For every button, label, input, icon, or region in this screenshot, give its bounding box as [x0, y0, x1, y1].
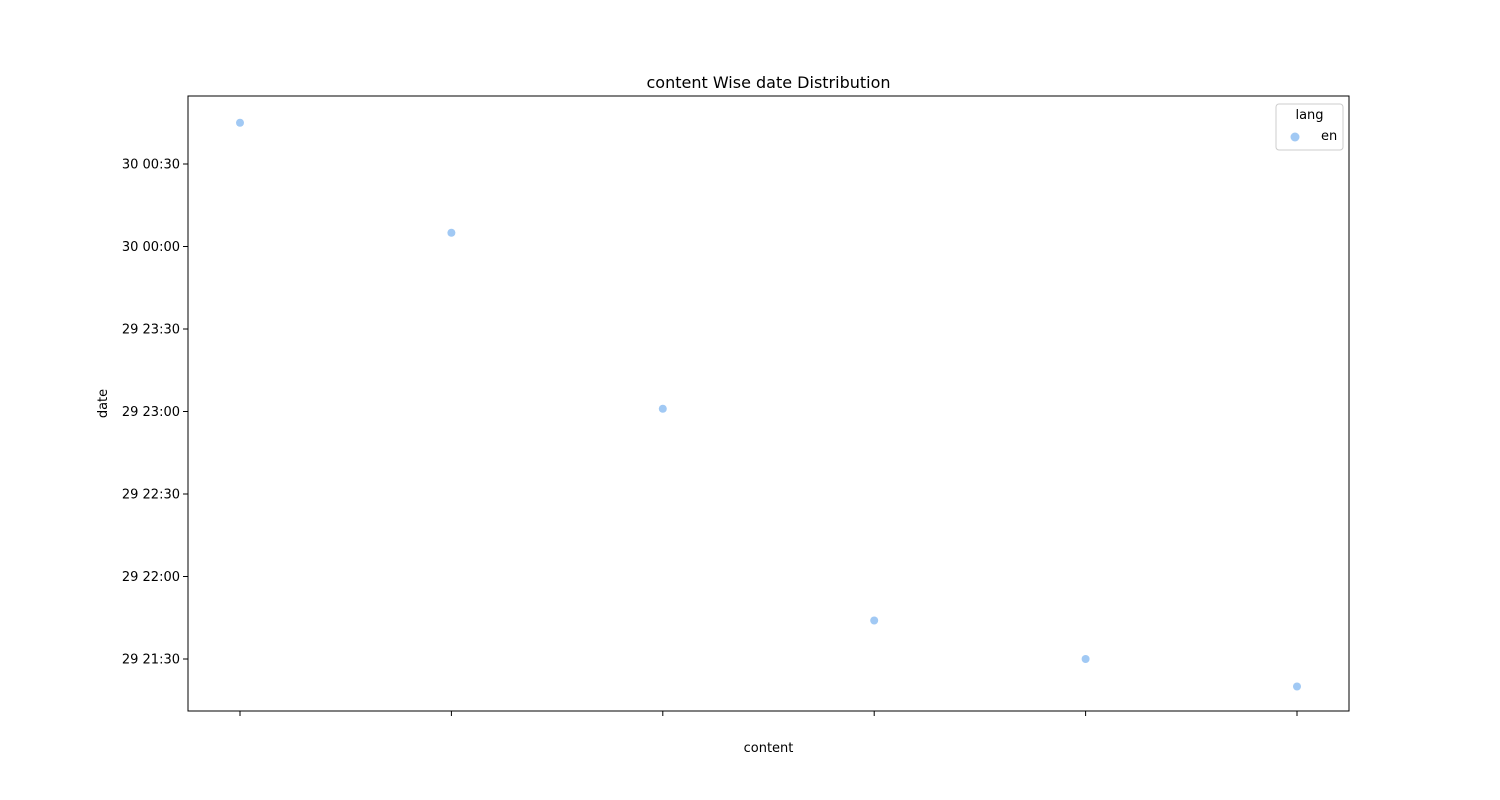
- legend-marker: [1290, 132, 1300, 142]
- legend: lang en: [1275, 103, 1344, 151]
- x-axis: [239, 711, 1298, 716]
- data-point: [1293, 682, 1301, 691]
- scatter-points: [236, 118, 1301, 691]
- y-tick-label: 30 00:30: [122, 158, 180, 173]
- data-point: [870, 616, 879, 625]
- legend-entry-en: en: [1321, 129, 1337, 144]
- y-axis: 29 21:30 29 22:00 29 22:30 29 23:00 29 23:30…: [122, 158, 188, 668]
- y-tick-label: 29 23:30: [122, 323, 180, 338]
- data-point: [236, 118, 244, 127]
- data-point: [447, 228, 456, 237]
- plot-area: [187, 95, 1350, 712]
- data-point: [658, 404, 667, 413]
- data-point: [1081, 655, 1090, 663]
- y-tick-label: 29 22:00: [122, 570, 180, 585]
- legend-title: lang: [1295, 108, 1323, 123]
- x-axis-label: content: [744, 741, 794, 756]
- y-tick-label: 29 22:30: [122, 488, 180, 503]
- y-tick-label: 29 23:00: [122, 405, 180, 420]
- y-axis-label: date: [96, 389, 111, 418]
- chart-title: content Wise date Distribution: [646, 73, 890, 92]
- y-tick-label: 29 21:30: [122, 653, 180, 668]
- y-tick-label: 30 00:00: [122, 240, 180, 255]
